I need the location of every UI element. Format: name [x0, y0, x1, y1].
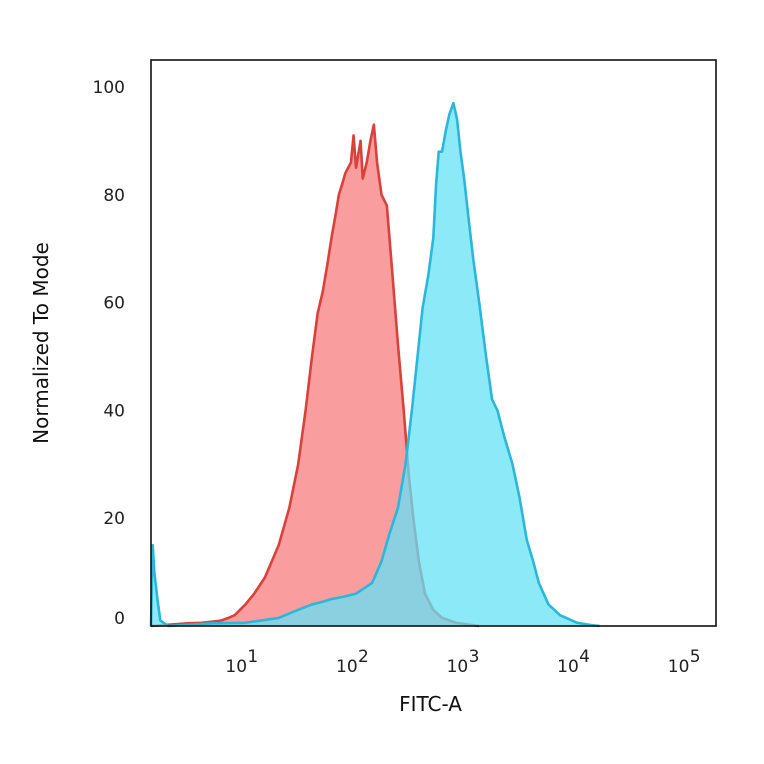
x-tick-label: 10 5 [668, 647, 701, 677]
x-tick-exponent: 1 [247, 647, 258, 667]
x-tick-base: 10 [668, 657, 690, 677]
x-tick-label: 10 1 [225, 647, 258, 677]
series-2-area [151, 103, 600, 627]
y-axis-title: Normalized To Mode [29, 242, 53, 444]
series-2-line [149, 101, 600, 628]
x-axis-title: FITC-A [399, 692, 462, 716]
series-1-area [151, 124, 480, 626]
series-layer [149, 101, 600, 628]
y-tick-layer: 0 20 40 60 80 100 [93, 78, 125, 629]
y-tick-label: 40 [103, 401, 125, 421]
x-tick-exponent: 2 [358, 647, 369, 667]
x-tick-base: 10 [336, 657, 358, 677]
x-tick-label: 10 3 [447, 647, 480, 677]
x-tick-base: 10 [225, 657, 247, 677]
x-tick-exponent: 4 [579, 647, 590, 667]
x-tick-exponent: 3 [469, 647, 480, 667]
y-tick-label: 80 [103, 186, 125, 206]
y-tick-label: 20 [103, 509, 125, 529]
x-tick-label: 10 2 [336, 647, 369, 677]
plot-frame [150, 59, 717, 627]
x-tick-label: 10 4 [557, 647, 590, 677]
x-tick-base: 10 [557, 657, 579, 677]
x-tick-base: 10 [447, 657, 469, 677]
x-tick-layer: 10 1 10 2 10 3 10 4 10 5 [225, 647, 700, 677]
y-tick-label: 60 [103, 294, 125, 314]
y-tick-label: 100 [93, 78, 125, 98]
x-tick-exponent: 5 [690, 647, 701, 667]
y-tick-label: 0 [114, 609, 125, 629]
